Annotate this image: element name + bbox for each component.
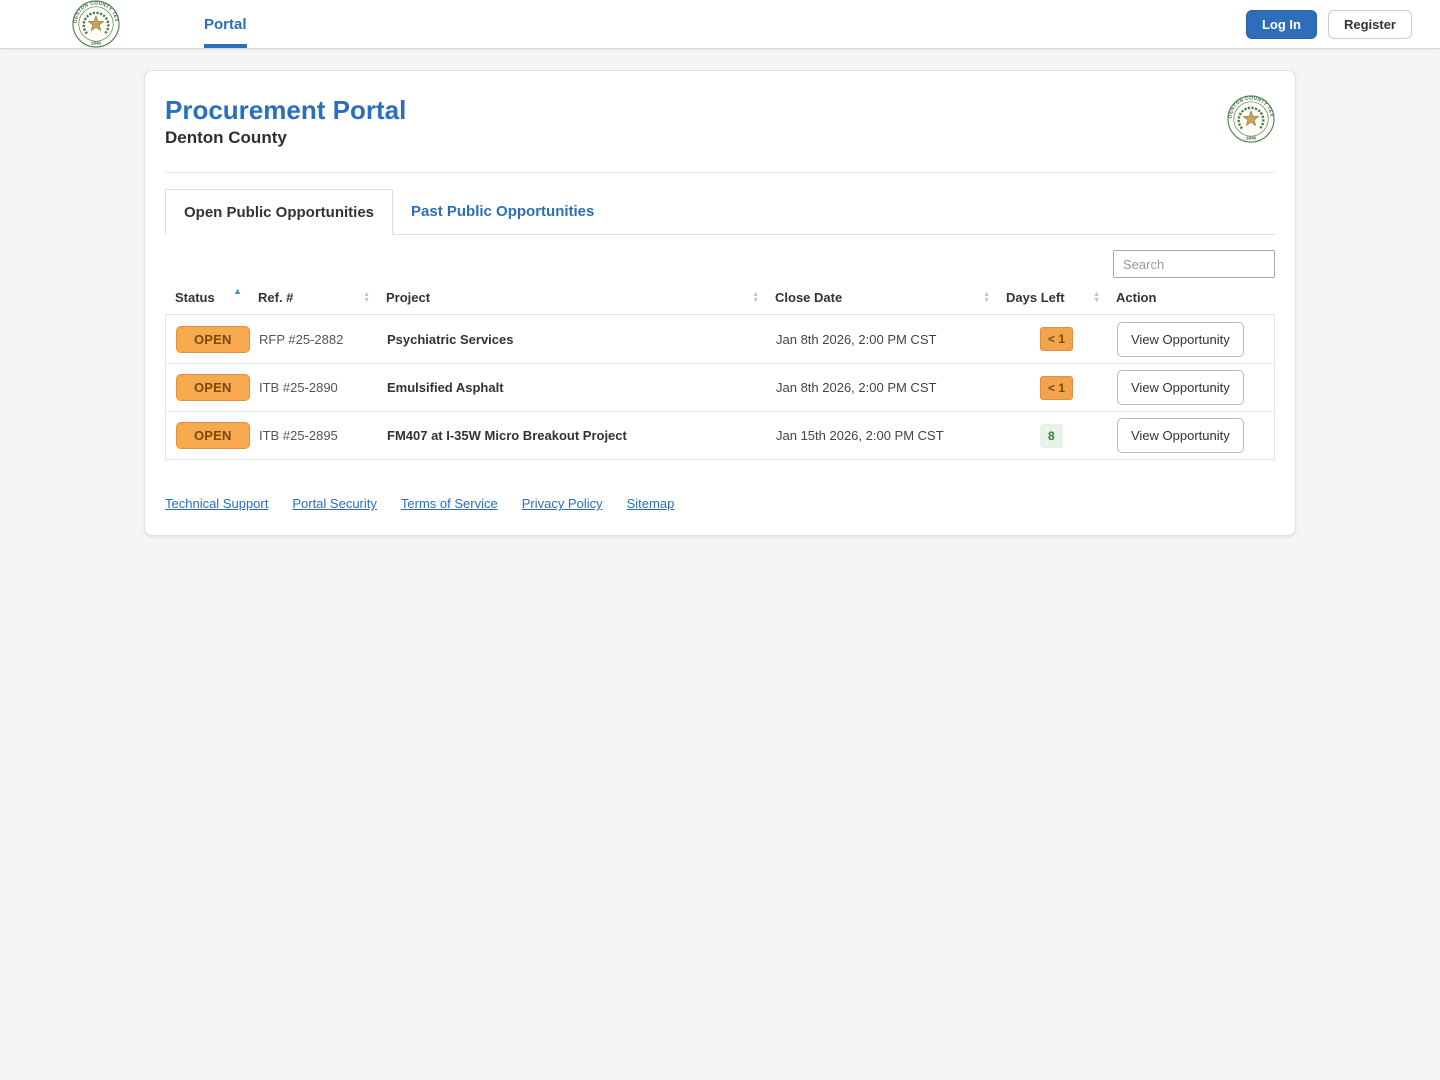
search-input[interactable]	[1113, 250, 1275, 278]
status-cell: OPEN	[166, 422, 259, 449]
action-cell: View Opportunity	[1117, 321, 1274, 357]
column-label-status: Status	[175, 290, 215, 305]
status-badge: OPEN	[176, 325, 250, 353]
page-subtitle: Denton County	[165, 128, 287, 147]
close-date: Jan 8th 2026, 2:00 PM CST	[776, 380, 937, 395]
nav-portal-label: Portal	[204, 15, 247, 33]
sort-toggle-icon[interactable]: ▲ ▼	[983, 290, 990, 304]
table-row: OPEN ITB #25-2890 Emulsified Asphalt Jan…	[166, 363, 1274, 411]
days-left-cell: < 1	[1007, 327, 1117, 351]
project-name: Psychiatric Services	[387, 331, 514, 347]
tab-open-public-opportunities[interactable]: Open Public Opportunities	[165, 189, 394, 235]
procurement-portal-card: Procurement Portal Denton County Open Pu…	[144, 70, 1296, 536]
days-left-badge: < 1	[1040, 327, 1074, 351]
tab-bar: Open Public Opportunities Past Public Op…	[165, 189, 1275, 235]
ref-number: ITB #25-2895	[259, 428, 338, 443]
nav-portal-link[interactable]: Portal	[204, 0, 247, 48]
sort-ascending-icon[interactable]: ▲	[233, 286, 242, 296]
days-left-cell: 8	[1007, 423, 1117, 448]
navbar-actions: Log In Register	[1245, 9, 1412, 39]
card-header-titles: Procurement Portal Denton County	[165, 95, 406, 148]
sort-toggle-icon[interactable]: ▲ ▼	[363, 290, 370, 304]
project-name: Emulsified Asphalt	[387, 380, 504, 395]
status-cell: OPEN	[166, 374, 259, 401]
footer-link-sitemap[interactable]: Sitemap	[626, 496, 675, 511]
footer-link-technical-support[interactable]: Technical Support	[165, 496, 269, 511]
sort-toggle-icon[interactable]: ▲ ▼	[1093, 290, 1100, 304]
column-header-ref[interactable]: Ref. # ▲ ▼	[258, 290, 386, 305]
top-navbar: Portal Log In Register	[0, 0, 1440, 49]
ref-number: ITB #25-2890	[259, 380, 338, 395]
column-label-ref: Ref. #	[258, 290, 294, 305]
days-left-badge: 8	[1040, 423, 1063, 448]
view-opportunity-button[interactable]: View Opportunity	[1117, 370, 1244, 405]
ref-number: RFP #25-2882	[259, 331, 344, 347]
opportunities-table-body: OPEN RFP #25-2882 Psychiatric Services J…	[165, 314, 1275, 460]
column-label-action: Action	[1116, 290, 1157, 305]
days-left-cell: < 1	[1007, 375, 1117, 400]
register-button[interactable]: Register	[1327, 9, 1412, 39]
table-row: OPEN ITB #25-2895 FM407 at I-35W Micro B…	[166, 411, 1274, 459]
view-opportunity-button[interactable]: View Opportunity	[1117, 321, 1244, 357]
column-header-days-left[interactable]: Days Left ▲ ▼	[1006, 290, 1116, 305]
close-date: Jan 8th 2026, 2:00 PM CST	[776, 331, 937, 347]
action-cell: View Opportunity	[1117, 418, 1274, 453]
tab-past-public-opportunities[interactable]: Past Public Opportunities	[411, 203, 595, 220]
table-header-row: Status ▲ Ref. # ▲ ▼ Project ▲ ▼ Close Date…	[165, 278, 1275, 314]
close-date: Jan 15th 2026, 2:00 PM CST	[776, 428, 944, 443]
footer-link-portal-security[interactable]: Portal Security	[292, 496, 377, 511]
column-label-days-left: Days Left	[1006, 290, 1065, 305]
table-row: OPEN RFP #25-2882 Psychiatric Services J…	[166, 315, 1274, 363]
column-header-close-date[interactable]: Close Date ▲ ▼	[775, 290, 1006, 305]
action-cell: View Opportunity	[1117, 370, 1274, 405]
column-header-action: Action	[1116, 290, 1275, 305]
login-button[interactable]: Log In	[1245, 9, 1317, 39]
column-label-project: Project	[386, 290, 431, 305]
column-header-status[interactable]: Status ▲	[165, 286, 258, 306]
project-name: FM407 at I-35W Micro Breakout Project	[387, 428, 627, 443]
status-badge: OPEN	[176, 422, 250, 449]
card-footer-links: Technical Support Portal Security Terms …	[165, 496, 1275, 511]
county-seal-icon	[1227, 95, 1275, 143]
county-seal-image	[1227, 95, 1275, 143]
county-seal-icon	[72, 0, 120, 48]
card-header: Procurement Portal Denton County	[165, 95, 1275, 173]
view-opportunity-button[interactable]: View Opportunity	[1117, 418, 1244, 453]
search-row	[165, 250, 1275, 278]
page-title: Procurement Portal	[165, 95, 407, 125]
sort-toggle-icon[interactable]: ▲ ▼	[752, 290, 759, 304]
footer-link-terms-of-service[interactable]: Terms of Service	[400, 496, 498, 511]
days-left-badge: < 1	[1040, 375, 1074, 400]
county-seal-logo[interactable]	[72, 0, 120, 48]
page-body: Procurement Portal Denton County Open Pu…	[0, 49, 1440, 536]
column-label-close-date: Close Date	[775, 290, 843, 305]
status-cell: OPEN	[166, 325, 259, 353]
footer-link-privacy-policy[interactable]: Privacy Policy	[521, 496, 603, 511]
column-header-project[interactable]: Project ▲ ▼	[386, 290, 775, 305]
status-badge: OPEN	[176, 374, 250, 401]
